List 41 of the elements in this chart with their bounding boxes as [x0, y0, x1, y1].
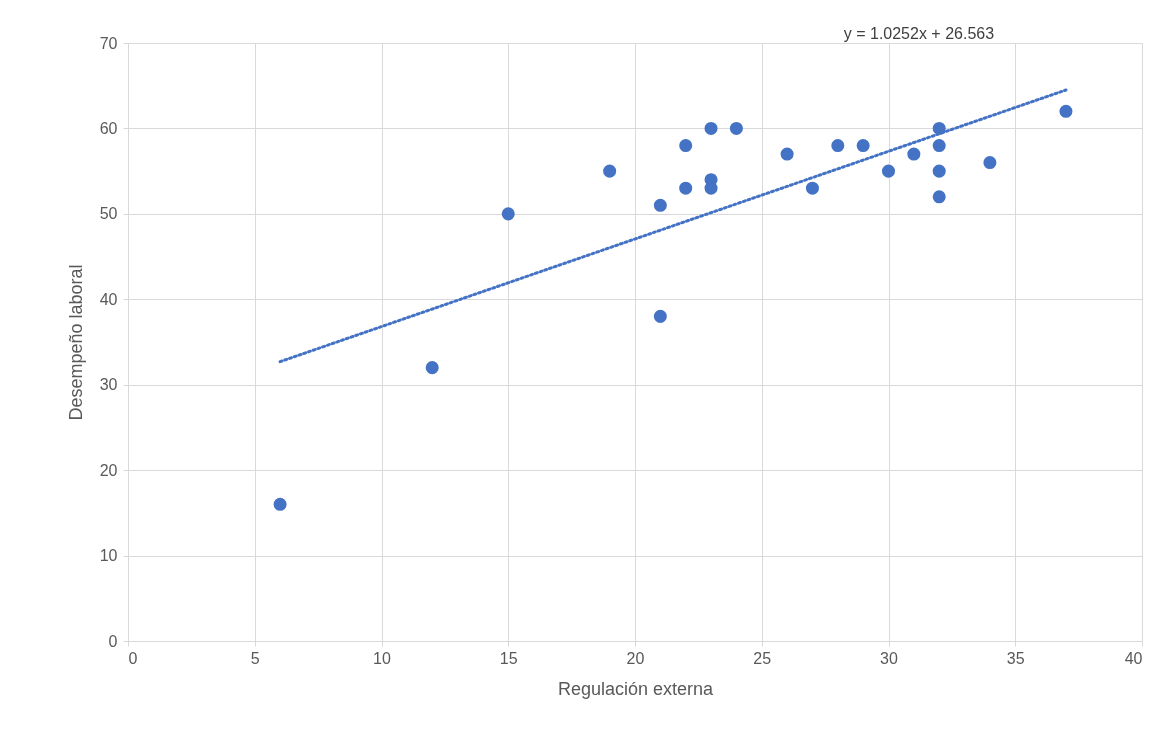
x-tick-label: 30 [880, 649, 898, 667]
point [856, 139, 870, 153]
point [704, 121, 718, 135]
point [831, 139, 845, 153]
point [1059, 104, 1073, 118]
point [881, 164, 896, 178]
point [501, 207, 515, 221]
point [425, 361, 439, 375]
y-tick-label: 0 [108, 632, 118, 650]
y-tick-label: 20 [99, 461, 118, 479]
point [679, 139, 693, 153]
y-tick-label: 30 [99, 376, 118, 394]
point [679, 181, 693, 195]
point [932, 139, 946, 153]
x-tick-label: 40 [1124, 649, 1143, 667]
y-tick-label: 60 [99, 119, 118, 137]
point [983, 156, 997, 170]
point [653, 309, 667, 323]
x-tick-label: 10 [373, 649, 391, 667]
point [907, 147, 921, 161]
point [273, 497, 287, 511]
x-tick-label: 25 [753, 649, 772, 667]
point [932, 164, 946, 178]
text: y = 1.0252x + 26.563 [843, 25, 995, 42]
point [932, 190, 946, 204]
point [603, 164, 617, 178]
x-tick-label: 35 [1006, 649, 1025, 667]
x-tick-label: 0 [128, 649, 138, 667]
y-axis-title: Desempeño laboral [65, 264, 86, 421]
x-tick-label: 5 [250, 649, 260, 667]
point [729, 121, 743, 135]
y-tick-label: 70 [99, 34, 118, 52]
x-tick-label: 20 [626, 649, 645, 667]
x-axis-title: Regulación externa [557, 678, 715, 699]
x-tick-label: 15 [499, 649, 518, 667]
point [805, 181, 819, 195]
point [780, 147, 794, 161]
point [653, 198, 667, 212]
y-tick-label: 50 [99, 205, 118, 223]
y-tick-label: 40 [99, 290, 118, 308]
y-tick-label: 10 [99, 547, 118, 565]
